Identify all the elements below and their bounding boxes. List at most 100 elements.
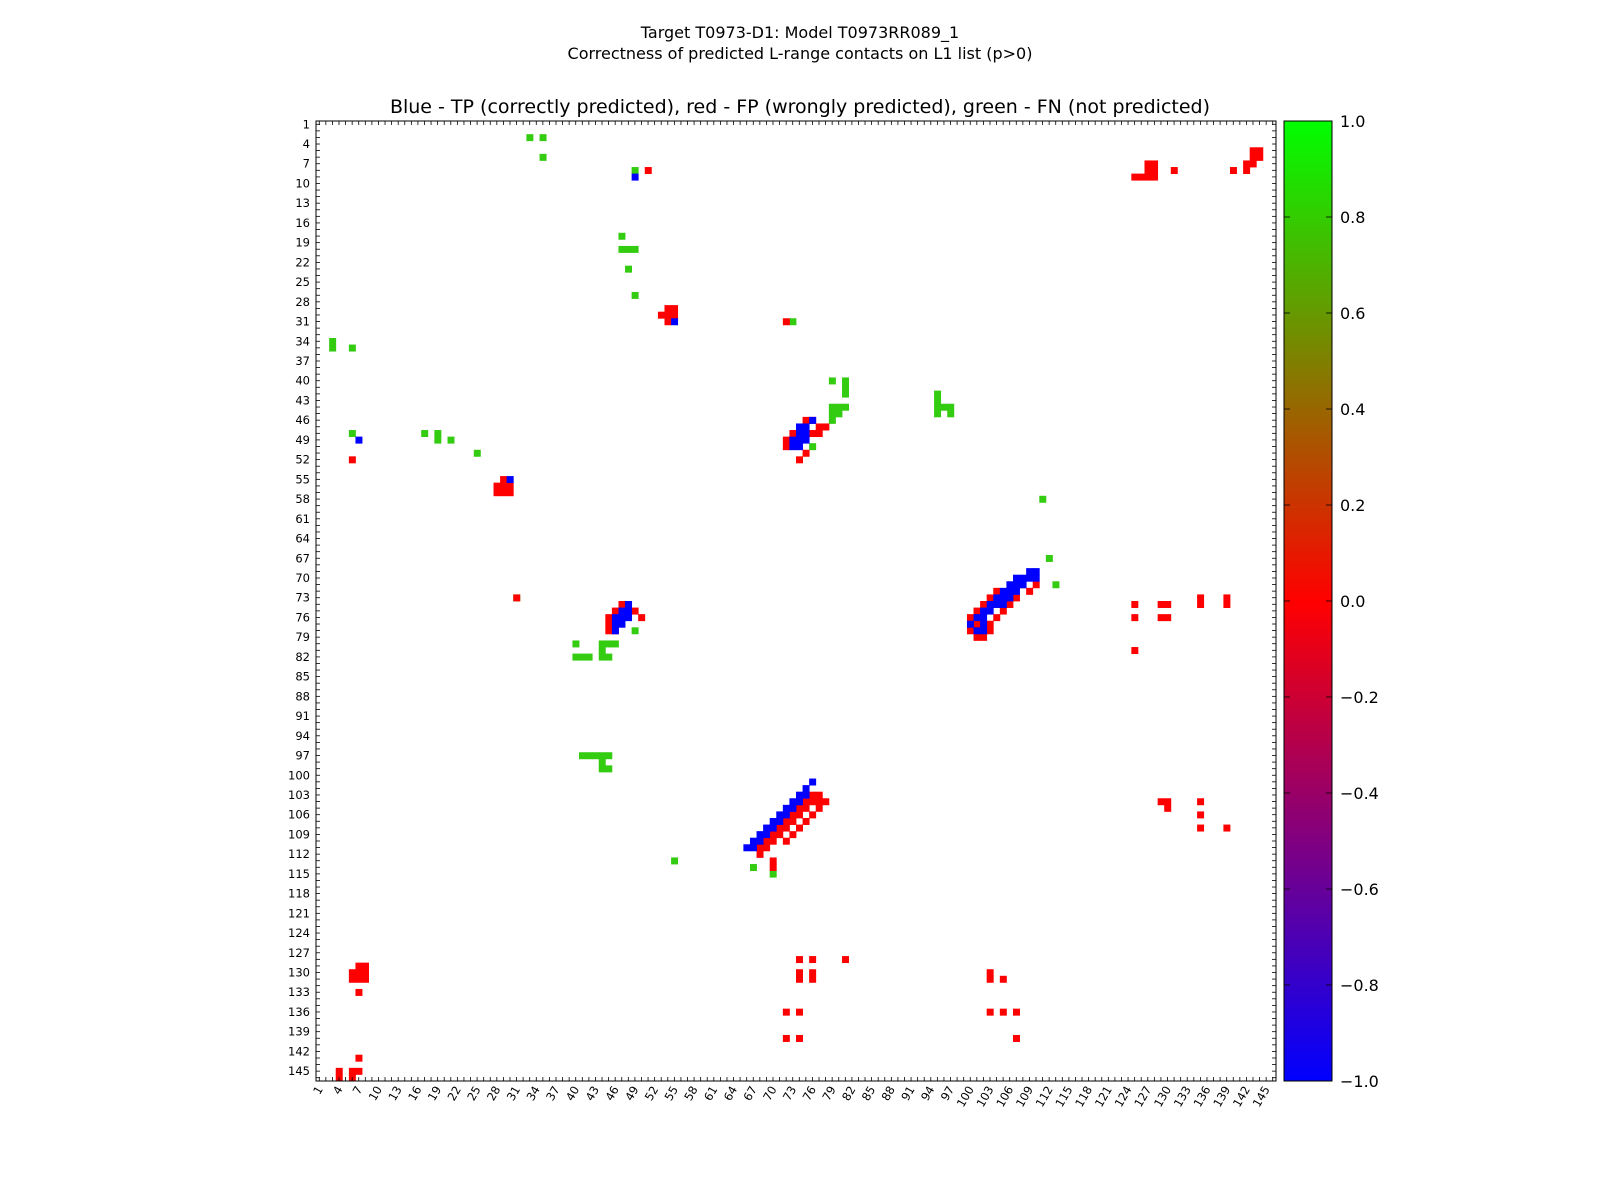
y-tick-label: 55 (295, 472, 310, 486)
cell-fn (618, 232, 626, 240)
cell-tp (756, 831, 764, 839)
cell-fp (809, 811, 817, 819)
y-tick-label: 70 (295, 571, 310, 585)
cell-fp (605, 614, 613, 622)
cell-fp (500, 476, 508, 484)
cell-tp (1012, 574, 1020, 582)
x-tick-label: 16 (405, 1084, 424, 1104)
cell-fn (434, 436, 442, 444)
suptitle-line2: Correctness of predicted L-range contact… (568, 44, 1033, 63)
cell-tp (999, 601, 1007, 608)
cell-fp (980, 633, 988, 641)
cell-fp (822, 423, 830, 431)
cell-fp (355, 975, 363, 983)
cell-fp (348, 456, 356, 464)
cell-fp (1131, 647, 1139, 655)
cell-fp (815, 791, 823, 799)
cell-fp (789, 831, 797, 839)
y-tick-label: 145 (288, 1064, 310, 1078)
cell-tp (1012, 587, 1020, 595)
cell-fp (802, 817, 810, 825)
cell-tp (1032, 568, 1040, 576)
cell-fn (434, 430, 442, 438)
cell-tp (506, 476, 514, 484)
x-tick-label: 136 (1190, 1084, 1213, 1110)
cell-fp (966, 614, 974, 622)
cell-fp (493, 482, 501, 490)
cell-fn (572, 640, 580, 648)
cell-fn (631, 627, 639, 635)
x-tick-label: 139 (1210, 1084, 1233, 1110)
x-tick-label: 103 (973, 1084, 996, 1110)
y-tick-label: 88 (295, 689, 310, 703)
cell-tp (1032, 574, 1040, 582)
cell-tp (980, 607, 988, 615)
cell-fn (749, 864, 757, 871)
cell-fp (605, 627, 613, 635)
cell-fp (671, 305, 679, 313)
x-tick-label: 19 (425, 1084, 444, 1104)
x-tick-label: 85 (859, 1084, 878, 1104)
cell-fp (1197, 594, 1205, 602)
cell-fn (539, 134, 547, 142)
cell-fn (934, 390, 942, 398)
x-tick-label: 88 (878, 1084, 897, 1104)
cell-fp (631, 607, 639, 615)
cell-fp (638, 614, 646, 622)
cell-fp (1249, 153, 1257, 161)
cell-fp (782, 318, 790, 326)
cell-fp (1164, 804, 1172, 812)
x-tick-label: 37 (543, 1084, 562, 1104)
y-tick-label: 1 (303, 117, 310, 131)
cell-fn (598, 647, 606, 655)
cell-fp (644, 167, 652, 175)
cell-fn (572, 653, 580, 661)
cell-fn (539, 153, 547, 161)
cell-fp (362, 962, 370, 970)
plot-frame (315, 120, 1277, 1082)
cell-tp (618, 614, 626, 622)
cell-tp (611, 620, 619, 628)
cell-fp (355, 1067, 363, 1075)
y-tick-label: 49 (295, 433, 310, 447)
cell-fp (1249, 160, 1257, 168)
cell-fp (355, 969, 363, 977)
cell-fp (999, 975, 1007, 983)
cell-tp (809, 778, 817, 786)
cell-fp (802, 416, 810, 424)
cell-fn (329, 344, 337, 352)
cell-fp (809, 791, 817, 799)
colorbar-tick-label: −0.2 (1340, 688, 1379, 707)
cell-fp (796, 969, 803, 977)
suptitle-line1: Target T0973-D1: Model T0973RR089_1 (640, 23, 959, 43)
cell-fn (579, 653, 586, 661)
cell-tp (802, 430, 810, 438)
cell-fp (1026, 587, 1034, 595)
axis-ticks: 1144771010131316161919222225252828313134… (288, 117, 1276, 1110)
cell-fn (934, 403, 942, 411)
cell-fp (993, 614, 1001, 622)
cell-fp (1131, 173, 1139, 181)
y-tick-label: 133 (288, 985, 310, 999)
cell-fp (796, 956, 803, 964)
cell-fp (789, 430, 797, 438)
cell-fp (1032, 581, 1040, 589)
cell-fp (1170, 167, 1178, 175)
cell-fp (1144, 167, 1152, 175)
cell-fp (1144, 173, 1152, 181)
x-tick-label: 115 (1052, 1084, 1075, 1110)
cell-tp (986, 601, 994, 608)
cell-fn (835, 410, 843, 418)
cell-fp (986, 969, 994, 977)
cell-fp (986, 594, 994, 602)
cell-tp (625, 607, 633, 615)
cell-tp (789, 798, 797, 806)
cell-tp (796, 423, 803, 431)
y-tick-label: 115 (288, 867, 310, 881)
y-tick-label: 31 (295, 315, 310, 329)
cell-fp (1164, 798, 1172, 806)
cell-tp (611, 614, 619, 622)
x-tick-label: 133 (1171, 1084, 1194, 1110)
cell-tp (763, 831, 771, 839)
y-tick-label: 121 (288, 906, 310, 920)
